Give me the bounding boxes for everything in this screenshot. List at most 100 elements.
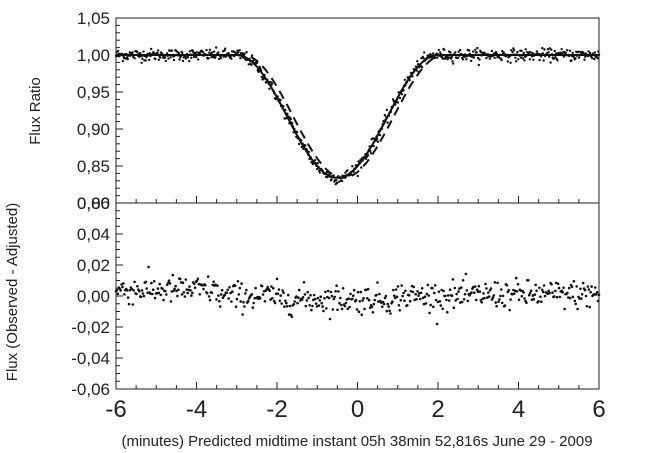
data-point	[200, 49, 203, 52]
residual-point	[487, 291, 490, 294]
residual-point	[171, 273, 175, 277]
residual-point	[380, 305, 384, 309]
residual-point	[362, 296, 365, 300]
residual-point	[229, 291, 232, 295]
data-point	[330, 178, 333, 181]
data-point	[568, 49, 572, 52]
data-point	[351, 165, 354, 168]
residual-point	[401, 294, 404, 298]
data-point	[197, 58, 200, 61]
residual-point	[503, 304, 507, 307]
residual-point	[594, 293, 598, 296]
data-point	[383, 113, 386, 117]
residual-point	[451, 278, 455, 281]
data-point	[169, 56, 172, 59]
data-point	[420, 66, 424, 69]
residual-point	[237, 293, 241, 296]
data-point	[207, 57, 210, 60]
residual-point	[378, 292, 381, 296]
residual-point	[300, 298, 304, 301]
residual-point	[295, 295, 298, 298]
data-point	[172, 58, 176, 62]
residual-point	[347, 297, 351, 301]
residual-point	[349, 292, 352, 296]
data-point	[461, 58, 465, 61]
residual-point	[483, 296, 486, 300]
residual-point	[414, 292, 418, 296]
data-point	[548, 55, 551, 58]
residual-point	[225, 291, 228, 295]
residual-point	[509, 298, 512, 301]
data-point	[472, 50, 475, 53]
x-tick-label: 6	[592, 396, 605, 423]
residual-point	[376, 281, 379, 284]
data-point	[237, 51, 240, 54]
residual-point	[587, 288, 591, 291]
residual-point	[260, 284, 264, 288]
residual-point	[292, 303, 296, 306]
data-point	[210, 51, 214, 54]
y-tick-label: 1,00	[77, 46, 110, 65]
residual-point	[432, 305, 435, 309]
residual-point	[135, 292, 138, 296]
residual-point	[276, 292, 280, 296]
data-point	[583, 58, 586, 61]
data-point	[476, 56, 480, 60]
data-point	[571, 51, 574, 55]
residual-point	[219, 293, 223, 296]
data-point	[195, 55, 198, 59]
residual-point	[231, 290, 234, 294]
data-point	[391, 98, 395, 101]
residual-point	[359, 290, 363, 294]
residual-point	[195, 279, 199, 283]
residual-point	[218, 300, 221, 303]
residual-point	[308, 304, 311, 307]
data-point	[490, 49, 494, 53]
residual-point	[523, 297, 526, 300]
residual-point	[372, 302, 376, 306]
residual-point	[563, 307, 566, 311]
data-point	[512, 49, 516, 52]
bottom-panel-frame	[115, 202, 600, 390]
residual-point	[406, 304, 409, 307]
residual-point	[393, 296, 397, 300]
residual-point	[157, 291, 161, 295]
residual-point	[281, 289, 284, 292]
residual-point	[541, 290, 545, 294]
residual-point	[290, 315, 294, 319]
residual-point	[453, 286, 457, 290]
residual-point	[579, 287, 582, 291]
residual-point	[478, 290, 482, 293]
residual-point	[576, 307, 579, 311]
residual-point	[492, 294, 496, 297]
residual-point	[424, 302, 428, 305]
residual-point	[147, 265, 150, 269]
data-point	[238, 49, 241, 52]
top-y-axis-title: Flux Ratio	[27, 77, 44, 145]
residual-point	[228, 286, 231, 289]
residual-point	[196, 277, 200, 281]
residual-point	[327, 296, 331, 300]
residual-point	[466, 299, 470, 303]
residual-point	[490, 298, 494, 301]
residual-point	[339, 296, 342, 300]
data-point	[451, 60, 454, 63]
residual-point	[191, 291, 194, 295]
residual-point	[556, 282, 560, 286]
residual-point	[415, 297, 418, 301]
residual-point	[593, 293, 596, 296]
data-point	[250, 54, 254, 57]
residual-point	[442, 289, 445, 293]
residual-point	[177, 288, 180, 292]
data-point	[335, 181, 339, 185]
data-point	[470, 59, 473, 63]
residual-point	[261, 293, 265, 296]
residual-point	[309, 293, 312, 297]
residual-point	[400, 284, 404, 287]
residual-point	[245, 288, 248, 292]
data-point	[500, 59, 503, 62]
data-point	[164, 59, 167, 63]
data-point	[170, 49, 174, 52]
data-point	[446, 58, 449, 61]
residual-point	[235, 297, 239, 301]
